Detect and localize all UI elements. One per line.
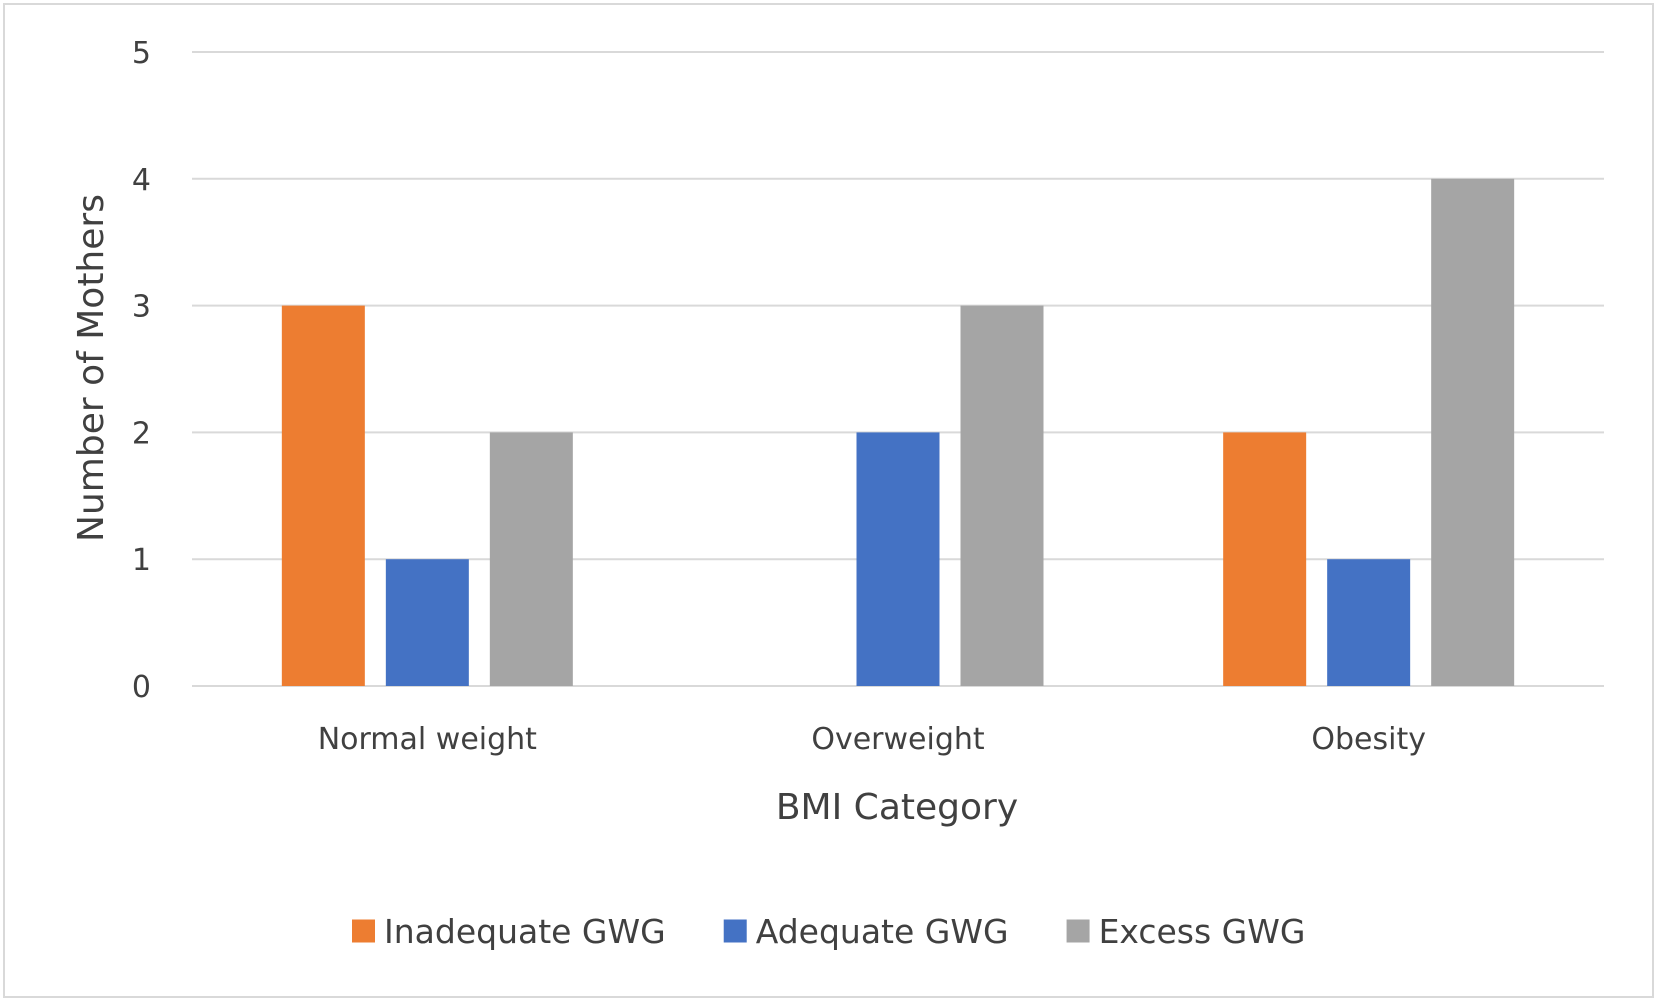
x-tick-label: Normal weight <box>318 722 537 757</box>
legend-label: Adequate GWG <box>756 912 1009 951</box>
y-tick-label: 3 <box>132 290 151 325</box>
y-tick-label: 2 <box>132 416 151 451</box>
legend-label: Inadequate GWG <box>384 912 666 951</box>
bar-3-3 <box>1431 178 1515 687</box>
legend: Inadequate GWG Adequate GWG Excess GWG <box>352 912 1305 951</box>
chart-frame <box>3 3 1654 998</box>
legend-swatch <box>723 919 747 943</box>
legend-item: Excess GWG <box>1066 912 1306 951</box>
legend-label: Excess GWG <box>1099 912 1306 951</box>
bar-1-3 <box>489 432 573 686</box>
bar-1-2 <box>385 559 469 686</box>
bar-3-1 <box>1223 432 1307 686</box>
legend-item: Inadequate GWG <box>352 912 666 951</box>
y-axis-ticks: 0 1 2 3 4 5 <box>132 36 151 705</box>
bar-2-3 <box>960 305 1044 686</box>
y-tick-label: 0 <box>132 670 151 705</box>
x-tick-label: Overweight <box>811 722 985 757</box>
x-tick-label: Obesity <box>1311 722 1426 757</box>
legend-swatch <box>352 919 375 943</box>
y-tick-label: 5 <box>132 36 151 71</box>
bar-3-2 <box>1327 559 1411 686</box>
y-axis-title: Number of Mothers <box>71 194 112 542</box>
bar-1-1 <box>281 305 365 686</box>
legend-item: Adequate GWG <box>723 912 1009 951</box>
bars <box>281 178 1515 687</box>
y-tick-label: 1 <box>132 543 151 578</box>
legend-swatch <box>1066 919 1090 943</box>
x-axis-ticks: Normal weight Overweight Obesity <box>318 722 1426 757</box>
x-axis-title: BMI Category <box>776 787 1018 828</box>
bar-2-2 <box>856 432 940 686</box>
y-tick-label: 4 <box>132 163 151 198</box>
